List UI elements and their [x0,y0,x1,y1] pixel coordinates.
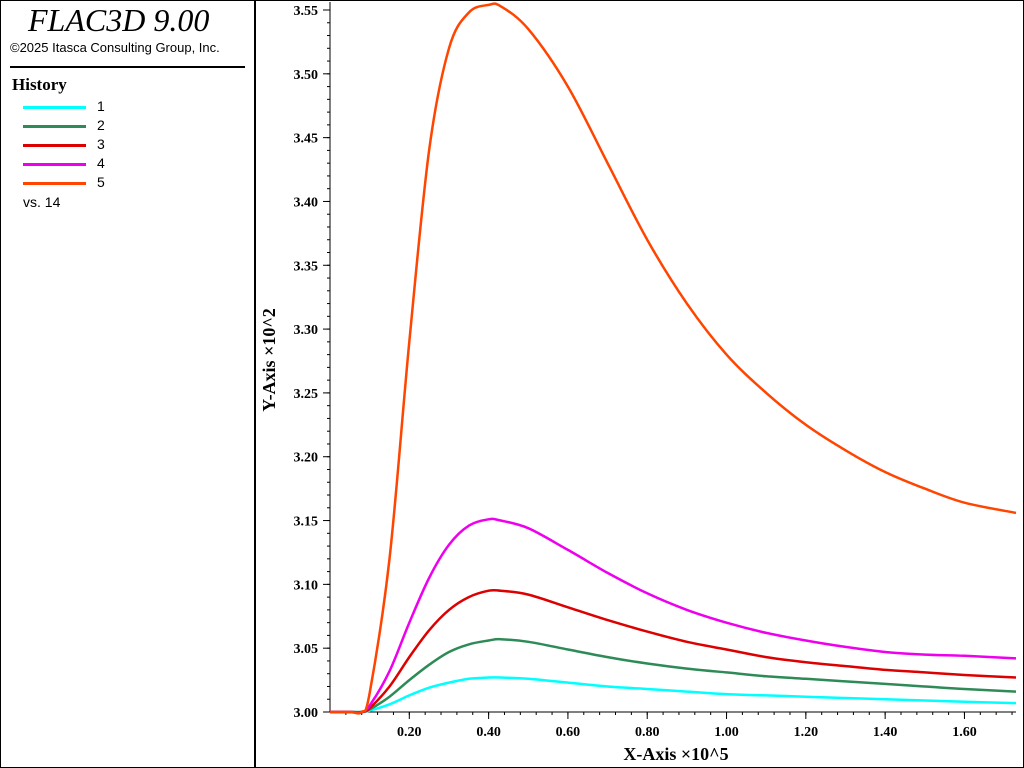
x-tick-label: 1.60 [952,725,977,740]
x-axis-title: X-Axis ×10^5 [623,744,728,764]
legend-item-1: 1 [23,98,223,116]
series-line-3 [330,588,1017,714]
legend-label-5: 5 [97,174,105,190]
x-tick-label: 1.40 [873,725,898,740]
legend-item-5: 5 [23,174,223,192]
y-tick-label: 3.55 [294,4,319,19]
plot-series [330,2,1017,715]
legend-label-3: 3 [97,136,105,152]
x-tick-label: 0.80 [635,725,660,740]
copyright-text: ©2025 Itasca Consulting Group, Inc. [10,40,220,55]
x-tick-label: 1.20 [794,725,819,740]
legend-panel: FLAC3D 9.00 ©2025 Itasca Consulting Grou… [0,0,256,768]
y-tick-label: 3.25 [294,387,319,402]
y-tick-label: 3.50 [294,68,319,83]
legend-swatch-5 [23,182,86,185]
app-title: FLAC3D 9.00 [28,2,210,38]
x-tick-label: 0.60 [556,725,581,740]
legend-item-3: 3 [23,136,223,154]
y-axis-title: Y-Axis ×10^2 [259,308,279,412]
series-line-4 [330,517,1017,714]
y-tick-label: 3.30 [294,323,319,338]
y-tick-label: 3.35 [294,259,319,274]
legend-label-1: 1 [97,98,105,114]
x-tick-label: 0.20 [397,725,422,740]
x-tick-label: 0.40 [476,725,501,740]
legend-item-2: 2 [23,117,223,135]
y-tick-label: 3.45 [294,132,319,147]
legend-item-4: 4 [23,155,223,173]
y-tick-label: 3.15 [294,515,319,530]
legend-swatch-4 [23,163,86,166]
y-tick-label: 3.05 [294,642,319,657]
legend-swatch-1 [23,106,86,109]
legend-label-4: 4 [97,155,105,171]
legend-swatch-3 [23,144,86,147]
y-tick-label: 3.00 [294,706,319,721]
y-tick-label: 3.40 [294,195,319,210]
x-tick-label: 1.00 [714,725,739,740]
legend-vs-label: vs. 14 [23,194,61,210]
legend-swatch-2 [23,125,86,128]
series-line-1 [330,676,1017,714]
series-line-2 [330,637,1017,714]
plot-axes: 3.00 3.05 3.10 3.15 3.20 3.25 3.30 3.35 3.40 3.45… [294,2,1016,740]
y-tick-label: 3.10 [294,578,319,593]
legend-label-2: 2 [97,117,105,133]
series-line-5 [330,2,1017,715]
y-tick-label: 3.20 [294,451,319,466]
legend-heading: History [12,75,67,94]
title-divider [10,66,245,68]
